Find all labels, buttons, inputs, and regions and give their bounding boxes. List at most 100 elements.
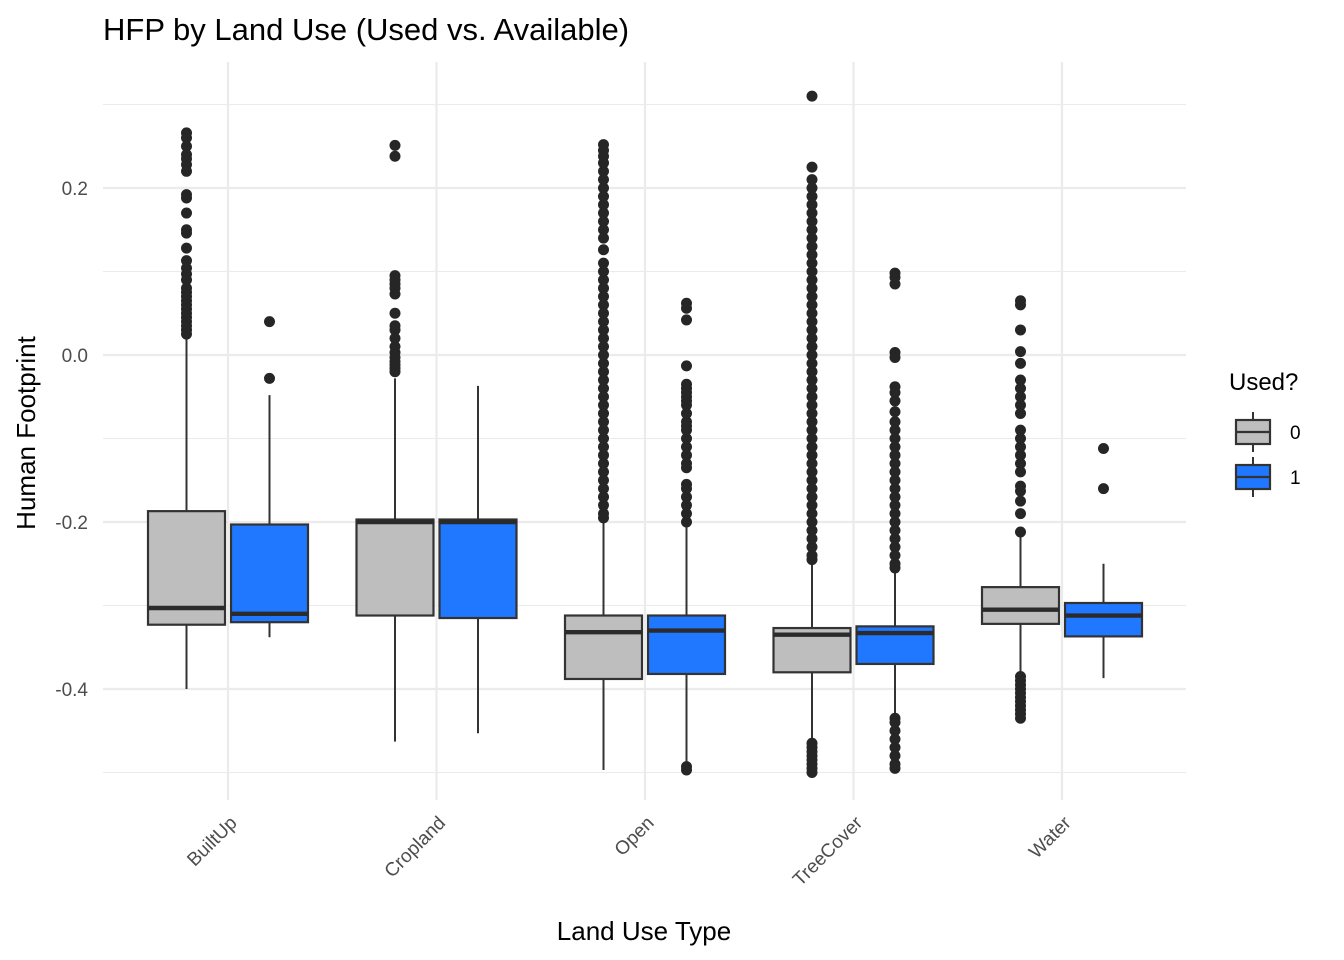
- outlier-point: [598, 474, 609, 486]
- outlier-point: [598, 224, 609, 236]
- outlier-point: [1015, 391, 1026, 403]
- outlier-point: [181, 227, 192, 239]
- y-tick-label: -0.4: [55, 680, 88, 701]
- legend-label: 0: [1290, 423, 1301, 444]
- x-axis-title: Land Use Type: [557, 916, 731, 946]
- outlier-point: [806, 382, 818, 394]
- box-group: [146, 127, 227, 689]
- outlier-point: [806, 240, 818, 252]
- outlier-point: [598, 282, 609, 294]
- outlier-point: [598, 266, 609, 277]
- x-tick-label: Cropland: [381, 813, 450, 882]
- outlier-point: [681, 441, 692, 453]
- legend-label: 1: [1290, 468, 1301, 489]
- outlier-point: [598, 257, 609, 269]
- box-group: [229, 316, 310, 638]
- outlier-point: [806, 349, 818, 361]
- y-tick-label: 0.2: [62, 179, 88, 200]
- outlier-point: [1015, 508, 1026, 520]
- outlier-point: [1015, 712, 1026, 724]
- outlier-point: [389, 332, 401, 344]
- outlier-point: [889, 406, 901, 418]
- outlier-point: [806, 524, 818, 536]
- outlier-point: [681, 399, 692, 411]
- box-iqr: [438, 518, 518, 620]
- outlier-point: [1015, 485, 1026, 497]
- outlier-point: [598, 299, 609, 311]
- outlier-point: [889, 491, 901, 503]
- outlier-point: [598, 491, 609, 503]
- outlier-point: [681, 424, 692, 436]
- box-group: [438, 385, 518, 734]
- outlier-point: [598, 232, 609, 244]
- outlier-point: [598, 165, 609, 177]
- y-axis-title: Human Footprint: [11, 335, 41, 529]
- outlier-point: [1015, 346, 1026, 358]
- outlier-point: [598, 407, 609, 419]
- outlier-point: [889, 499, 901, 511]
- outlier-point: [264, 316, 275, 328]
- outlier-point: [598, 374, 609, 386]
- legend-item: 0: [1234, 412, 1301, 452]
- outlier-point: [806, 483, 818, 495]
- outlier-point: [681, 314, 692, 326]
- outlier-point: [806, 391, 818, 403]
- outlier-point: [889, 458, 901, 470]
- outlier-point: [806, 499, 818, 511]
- outlier-point: [889, 516, 901, 528]
- box-group: [1063, 443, 1144, 679]
- outlier-point: [889, 466, 901, 478]
- outlier-point: [1015, 382, 1026, 394]
- outlier-point: [806, 232, 818, 244]
- outlier-point: [806, 266, 818, 277]
- outlier-point: [889, 483, 901, 495]
- outlier-point: [681, 302, 692, 314]
- box-iqr: [355, 518, 435, 617]
- outlier-point: [681, 508, 692, 520]
- outlier-point: [598, 499, 609, 511]
- outlier-point: [1015, 466, 1026, 478]
- outlier-point: [806, 449, 818, 461]
- outlier-point: [598, 274, 609, 286]
- outlier-point: [681, 499, 692, 511]
- outlier-point: [806, 90, 818, 102]
- outlier-point: [598, 382, 609, 394]
- outlier-point: [598, 307, 609, 319]
- outlier-point: [889, 416, 901, 428]
- outlier-point: [389, 139, 401, 151]
- outlier-point: [806, 299, 818, 311]
- outlier-point: [806, 407, 818, 419]
- box-iqr: [1063, 601, 1144, 638]
- box-group: [855, 267, 935, 774]
- outlier-point: [681, 360, 692, 372]
- outlier-point: [598, 399, 609, 411]
- outlier-point: [806, 249, 818, 261]
- outlier-point: [806, 374, 818, 386]
- outlier-point: [889, 524, 901, 536]
- outlier-point: [1015, 299, 1026, 311]
- outlier-point: [806, 466, 818, 478]
- outlier-point: [806, 224, 818, 236]
- outlier-point: [1015, 441, 1026, 453]
- outlier-point: [806, 508, 818, 520]
- outlier-point: [806, 274, 818, 286]
- outlier-point: [598, 244, 609, 256]
- outlier-point: [181, 140, 192, 152]
- outlier-point: [598, 182, 609, 194]
- outlier-point: [389, 324, 401, 336]
- legend-title: Used?: [1229, 369, 1298, 396]
- x-axis-ticks: BuiltUp Cropland Open TreeCover Water: [183, 812, 1076, 890]
- outlier-point: [598, 341, 609, 353]
- outlier-point: [889, 533, 901, 545]
- y-axis-ticks: -0.4 -0.2 0.0 0.2: [55, 179, 88, 701]
- box-group: [563, 139, 644, 770]
- outlier-point: [598, 449, 609, 461]
- outlier-point: [598, 215, 609, 227]
- box-group: [980, 295, 1061, 724]
- outlier-point: [681, 433, 692, 444]
- box-iqr: [229, 523, 310, 624]
- outlier-point: [806, 291, 818, 303]
- outlier-point: [389, 288, 401, 300]
- x-tick-label: BuiltUp: [183, 813, 241, 871]
